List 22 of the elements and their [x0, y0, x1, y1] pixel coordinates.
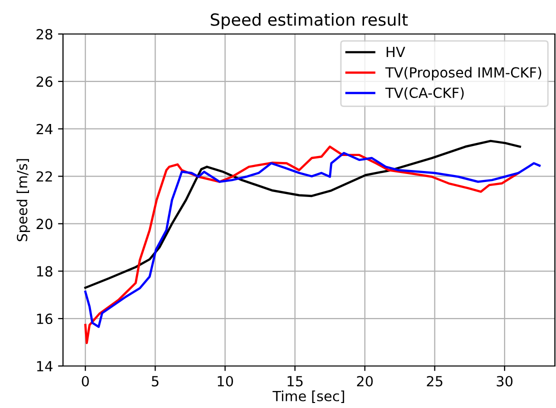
x-tick-label: 20 — [357, 376, 373, 386]
x-axis-title: Time [sec] — [272, 390, 344, 403]
x-tick-label: 0 — [82, 376, 89, 386]
line-series — [84, 140, 522, 289]
chart-title: Speed estimation result — [210, 13, 408, 30]
x-tick-label: 15 — [288, 376, 303, 386]
x-tick-label: 10 — [218, 376, 234, 386]
legend-label: HV — [386, 46, 406, 58]
y-tick-label: 26 — [36, 76, 52, 87]
y-tick-label: 24 — [36, 124, 52, 134]
y-axis-title: Speed [m/s] — [16, 159, 30, 242]
legend-label: TV(CA-CKF) — [385, 87, 464, 100]
y-tick-label: 16 — [37, 314, 52, 324]
x-tick-label: 5 — [152, 376, 158, 386]
legend-label: TV(Proposed IMM-CKF) — [385, 66, 542, 80]
x-tick-label: 30 — [496, 376, 512, 386]
y-tick-label: 22 — [36, 171, 52, 182]
y-tick-label: 28 — [36, 28, 52, 40]
x-tick-label: 25 — [426, 376, 442, 386]
y-tick-label: 14 — [37, 361, 52, 372]
y-tick-label: 18 — [37, 266, 52, 277]
y-tick-label: 20 — [36, 218, 52, 230]
